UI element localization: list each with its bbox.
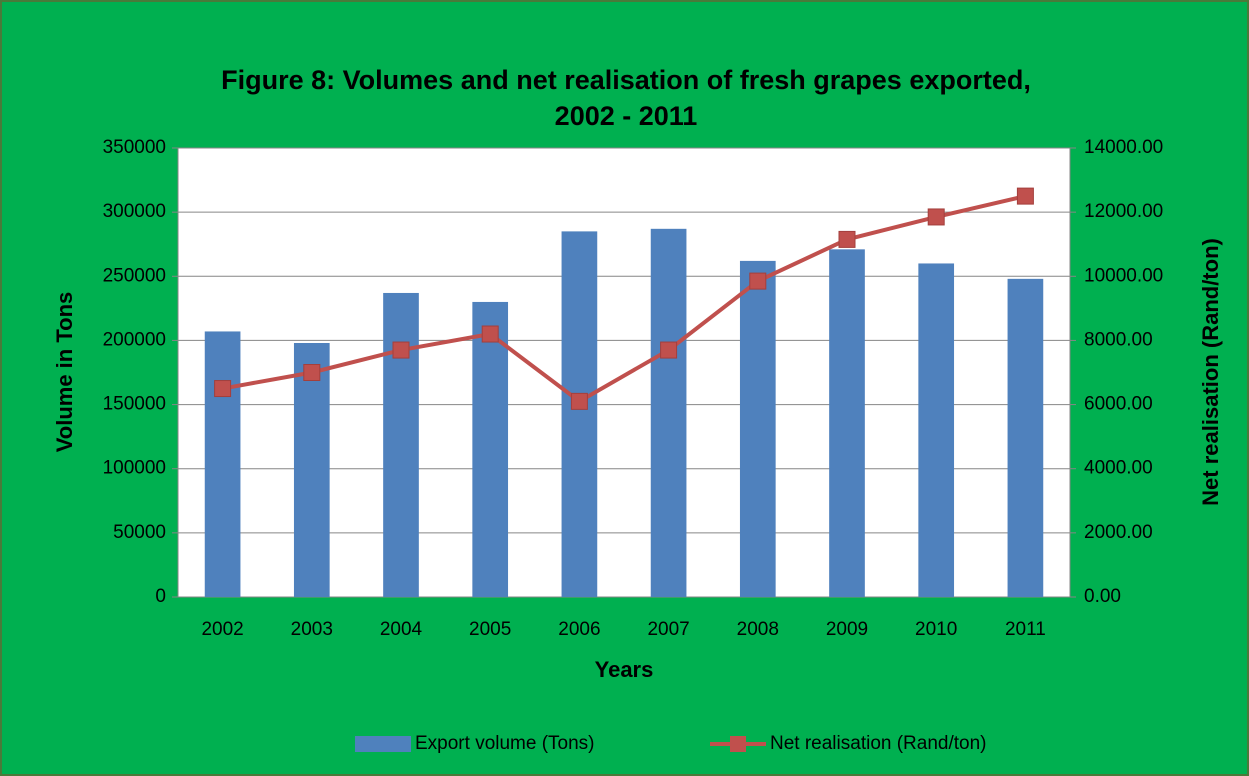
y2-tick-label: 12000.00 xyxy=(1084,201,1163,222)
bar xyxy=(829,249,865,598)
bar xyxy=(918,263,955,597)
y-tick-label: 300000 xyxy=(103,201,166,222)
bar xyxy=(472,301,509,597)
y2-tick-label: 0.00 xyxy=(1084,586,1121,607)
legend-swatch xyxy=(355,736,411,752)
x-tick-label: 2010 xyxy=(915,619,957,640)
y2-tick-label: 6000.00 xyxy=(1084,394,1153,415)
bar xyxy=(204,331,241,597)
y2-tick-label: 2000.00 xyxy=(1084,522,1153,543)
y-tick-label: 200000 xyxy=(103,329,166,350)
chart-title: 2002 - 2011 xyxy=(555,101,698,131)
y-tick-label: 100000 xyxy=(103,458,166,479)
x-axis-title: Years xyxy=(595,657,654,682)
x-tick-label: 2002 xyxy=(201,619,243,640)
line-marker xyxy=(570,392,588,410)
y-axis-title: Volume in Tons xyxy=(52,292,77,453)
bar xyxy=(1007,278,1044,597)
legend-label: Export volume (Tons) xyxy=(415,733,595,754)
y-tick-label: 0 xyxy=(155,586,166,607)
legend-swatch xyxy=(730,736,746,752)
y-tick-label: 50000 xyxy=(113,522,166,543)
legend-label: Net realisation (Rand/ton) xyxy=(770,733,987,754)
y2-tick-label: 10000.00 xyxy=(1084,265,1163,286)
y2-axis-title: Net realisation (Rand/ton) xyxy=(1198,238,1223,506)
y-tick-label: 350000 xyxy=(103,137,166,158)
line-marker xyxy=(481,325,499,343)
bar xyxy=(561,231,598,597)
x-tick-label: 2003 xyxy=(291,619,333,640)
x-tick-label: 2011 xyxy=(1005,619,1046,640)
y-tick-label: 250000 xyxy=(103,265,166,286)
chart-title: Figure 8: Volumes and net realisation of… xyxy=(221,65,1031,95)
line-marker xyxy=(1016,187,1034,205)
line-marker xyxy=(927,208,945,226)
line-marker xyxy=(303,364,321,381)
x-tick-label: 2008 xyxy=(737,619,779,640)
y2-tick-label: 4000.00 xyxy=(1084,458,1153,479)
y2-tick-label: 8000.00 xyxy=(1084,329,1153,350)
line-marker xyxy=(660,341,678,359)
x-tick-label: 2007 xyxy=(647,619,689,640)
bar xyxy=(383,292,419,597)
bar xyxy=(650,228,687,597)
line-marker xyxy=(214,380,232,398)
x-tick-label: 2004 xyxy=(380,619,423,640)
bar xyxy=(739,260,776,597)
y2-tick-label: 14000.00 xyxy=(1084,137,1163,158)
line-marker xyxy=(749,272,767,290)
x-tick-label: 2009 xyxy=(826,619,868,640)
y-tick-label: 150000 xyxy=(103,394,166,415)
x-tick-label: 2006 xyxy=(558,619,600,640)
bar xyxy=(293,342,330,597)
line-marker xyxy=(838,230,856,248)
x-tick-label: 2005 xyxy=(469,619,511,640)
line xyxy=(222,194,1026,404)
line-marker xyxy=(392,341,410,359)
